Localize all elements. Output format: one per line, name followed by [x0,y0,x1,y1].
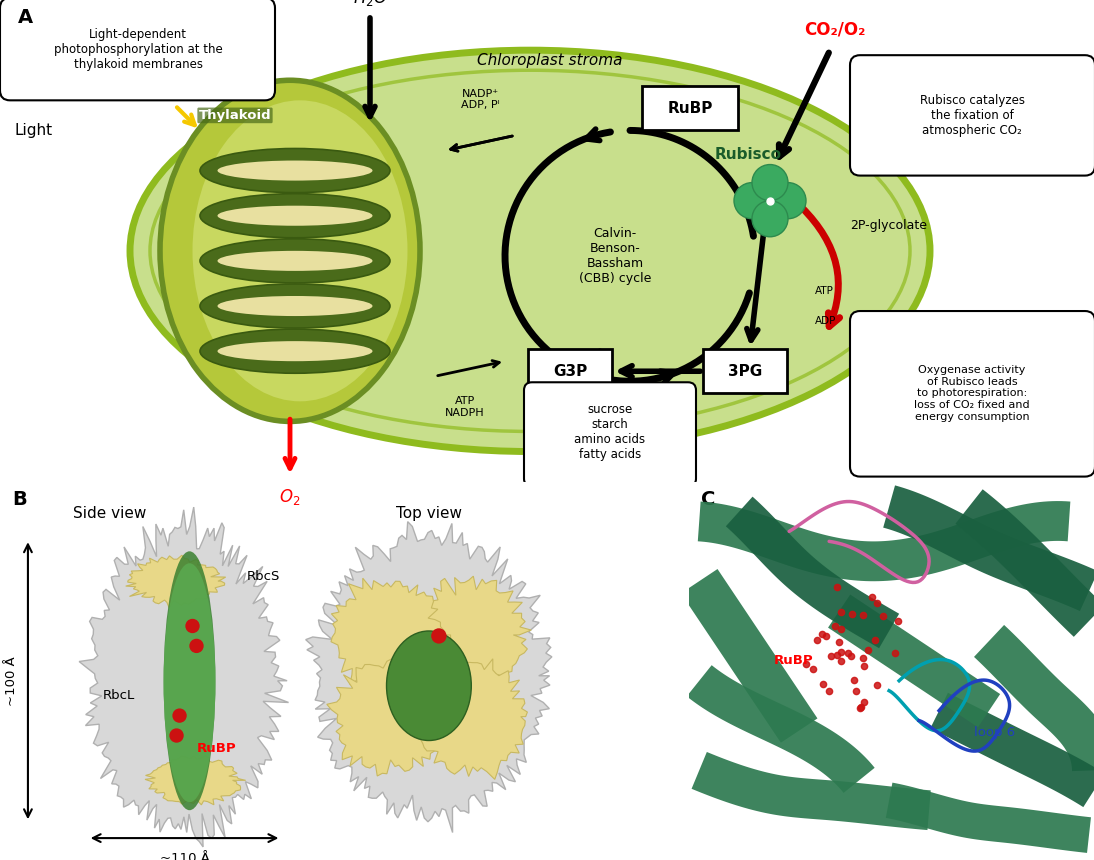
Polygon shape [79,507,289,847]
Text: 2P-glycolate: 2P-glycolate [850,219,927,232]
Ellipse shape [164,551,216,810]
Polygon shape [146,756,246,805]
Text: CO₂: CO₂ [877,390,903,403]
Text: CO₂/O₂: CO₂/O₂ [804,20,865,38]
Text: RuBP: RuBP [197,742,236,755]
Text: RbcS: RbcS [246,569,280,583]
Ellipse shape [218,251,372,271]
Ellipse shape [164,563,216,802]
Circle shape [190,640,203,653]
Polygon shape [414,659,527,779]
FancyBboxPatch shape [528,349,612,393]
Ellipse shape [386,631,472,740]
Polygon shape [691,752,931,830]
Text: A: A [18,8,33,27]
Ellipse shape [200,149,389,193]
Polygon shape [680,569,817,743]
Text: Rubisco: Rubisco [715,146,782,162]
Text: Thylakoid: Thylakoid [199,109,271,122]
Text: RuBP: RuBP [667,101,712,116]
Text: loop 6: loop 6 [974,726,1015,739]
Text: $H_2O$: $H_2O$ [352,0,387,8]
Text: ATP
NADPH: ATP NADPH [445,396,485,418]
Ellipse shape [218,206,372,225]
Polygon shape [955,489,1094,637]
Ellipse shape [160,80,420,421]
FancyBboxPatch shape [850,311,1094,476]
Text: 3PG: 3PG [728,364,763,378]
Ellipse shape [200,239,389,283]
Text: NADP⁺
ADP, Pᴵ: NADP⁺ ADP, Pᴵ [461,89,499,110]
Text: ~100 Å: ~100 Å [5,656,19,705]
Circle shape [432,629,446,643]
Text: Top view: Top view [396,507,462,521]
Circle shape [170,729,183,742]
Ellipse shape [218,296,372,316]
Circle shape [752,164,788,200]
Ellipse shape [218,341,372,361]
Text: G3P: G3P [552,364,587,378]
Polygon shape [828,594,1000,728]
Text: ATP: ATP [815,286,834,296]
Text: Light: Light [15,123,54,138]
Ellipse shape [130,50,930,452]
Polygon shape [305,522,551,832]
Circle shape [752,200,788,237]
FancyArrowPatch shape [802,207,839,327]
Polygon shape [974,625,1094,771]
FancyBboxPatch shape [524,382,696,487]
Ellipse shape [200,329,389,373]
Text: RbcL: RbcL [103,689,135,703]
FancyBboxPatch shape [642,86,738,131]
Text: Rubisco catalyzes
the fixation of
atmospheric CO₂: Rubisco catalyzes the fixation of atmosp… [919,94,1024,137]
Circle shape [186,619,199,632]
Circle shape [734,182,770,218]
Polygon shape [126,556,225,608]
Ellipse shape [193,101,407,402]
Polygon shape [883,485,1094,611]
Polygon shape [930,693,1094,808]
Text: B: B [12,489,26,508]
Text: sucrose
starch
amino acids
fatty acids: sucrose starch amino acids fatty acids [574,403,645,462]
Text: $O_2$: $O_2$ [279,487,301,507]
Polygon shape [725,497,899,648]
Text: Oxygenase activity
of Rubisco leads
to photorespiration:
loss of CO₂ fixed and
e: Oxygenase activity of Rubisco leads to p… [915,366,1029,421]
Ellipse shape [200,194,389,238]
Polygon shape [698,501,1070,581]
Circle shape [770,182,806,218]
FancyBboxPatch shape [850,55,1094,175]
Polygon shape [687,665,875,793]
Text: ADP: ADP [815,316,837,326]
Polygon shape [327,655,446,776]
Text: C: C [701,489,715,508]
FancyBboxPatch shape [703,349,787,393]
Polygon shape [886,783,1091,853]
Text: Chloroplast stroma: Chloroplast stroma [477,52,622,68]
Circle shape [173,710,186,722]
Text: ~110 Å: ~110 Å [160,852,209,860]
Text: Side view: Side view [73,507,147,521]
Text: RuBP: RuBP [775,654,814,667]
Ellipse shape [200,284,389,329]
Ellipse shape [218,161,372,181]
Polygon shape [331,578,451,692]
Text: Light-dependent
photophosphorylation at the
thylakoid membranes: Light-dependent photophosphorylation at … [54,28,222,71]
Polygon shape [410,576,532,694]
FancyBboxPatch shape [0,0,275,101]
Text: Calvin-
Benson-
Bassham
(CBB) cycle: Calvin- Benson- Bassham (CBB) cycle [579,227,651,285]
